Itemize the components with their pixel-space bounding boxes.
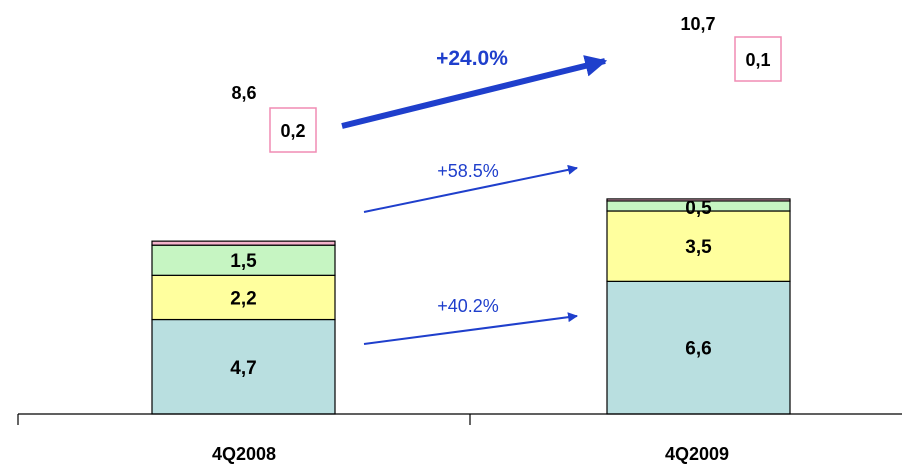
data-label-4q2008-s3: 0,2	[280, 121, 305, 141]
data-label-4q2008-s1: 2,2	[230, 288, 256, 309]
growth-arrows: +40.2% +58.5% +24.0%	[341, 47, 608, 345]
x-axis: 4Q2008 4Q2009	[17, 413, 902, 464]
total-label-4q2008: 8,6	[231, 83, 256, 103]
growth-arrow-bottom	[363, 312, 578, 345]
x-tick-label-4q2009: 4Q2009	[665, 444, 729, 464]
bar-segment-4q2008-s0	[151, 318, 336, 415]
bar-segment-4q2009-s3	[606, 198, 791, 202]
data-label-4q2009-s2: 0,5	[685, 198, 712, 219]
growth-label-middle-segment: +58.5%	[437, 161, 499, 181]
data-label-4q2009-s3: 0,1	[745, 50, 770, 70]
growth-label-bottom-segment: +40.2%	[437, 296, 499, 316]
total-label-4q2009: 10,7	[680, 14, 715, 34]
callout-labels-layer: 0,2 0,1	[269, 36, 782, 153]
callout-box-4q2008	[269, 107, 317, 153]
growth-label-total: +24.0%	[436, 47, 508, 70]
bar-segment-4q2009-s0	[606, 280, 791, 415]
data-label-4q2009-s1: 3,5	[685, 237, 712, 258]
growth-arrow-middle	[363, 164, 578, 213]
data-label-4q2008-s2: 1,5	[230, 251, 257, 272]
bar-segment-4q2008-s1	[151, 274, 336, 321]
data-label-4q2009-s0: 6,6	[685, 339, 711, 360]
growth-arrow-top	[341, 55, 608, 129]
bar-segment-4q2008-s3	[151, 240, 336, 246]
callout-box-4q2009	[734, 36, 782, 82]
x-tick-label-4q2008: 4Q2008	[212, 444, 276, 464]
bars-layer	[151, 198, 791, 415]
segment-labels-layer: 4,7 2,2 1,5 6,6 3,5 0,5	[230, 198, 712, 379]
data-label-4q2008-s0: 4,7	[230, 358, 256, 379]
